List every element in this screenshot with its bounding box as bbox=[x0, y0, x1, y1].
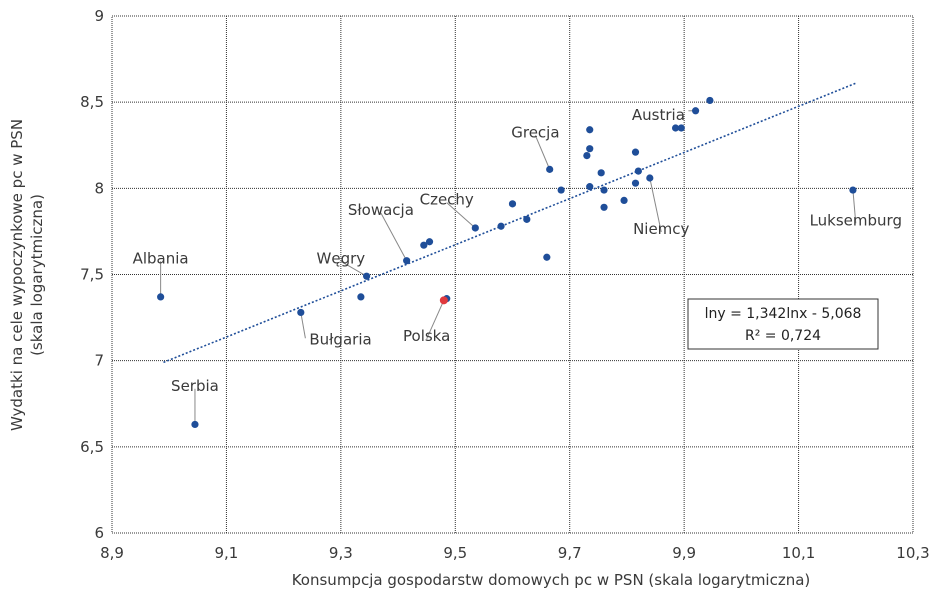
x-tick-label: 9,5 bbox=[443, 544, 467, 562]
tick-labels: 8,9 9,1 9,3 9,5 9,7 9,9 10,1 10,3 6 6,5 7 7,5 8 8,5 9 bbox=[80, 7, 930, 562]
data-point bbox=[677, 124, 685, 132]
point-label: Węgry bbox=[317, 249, 366, 267]
data-point bbox=[425, 238, 434, 246]
x-tick-label: 10,3 bbox=[896, 544, 929, 562]
point-label: Albania bbox=[133, 249, 189, 267]
point-label: Słowacja bbox=[348, 201, 414, 219]
x-tick-label: 8,9 bbox=[100, 544, 124, 562]
point-label: Austria bbox=[632, 106, 685, 124]
data-point bbox=[706, 96, 714, 105]
data-point bbox=[546, 165, 554, 173]
equation-box-frame bbox=[687, 298, 879, 350]
x-tick-label: 9,7 bbox=[558, 544, 582, 562]
data-point bbox=[691, 107, 700, 115]
trend-line bbox=[163, 82, 857, 364]
data-point bbox=[523, 215, 531, 223]
x-tick-label: 9,3 bbox=[329, 544, 353, 562]
trend-r2: R² = 0,724 bbox=[745, 328, 821, 344]
point-label: Serbia bbox=[171, 377, 219, 395]
data-point bbox=[357, 293, 365, 301]
data-point bbox=[586, 126, 594, 134]
data-point bbox=[597, 169, 605, 177]
leader-line bbox=[380, 212, 408, 261]
data-point bbox=[508, 200, 517, 208]
highlight-point bbox=[439, 296, 448, 305]
equation-box: lny = 1,342lnx - 5,068 R² = 0,724 bbox=[687, 298, 879, 350]
point-label: Bułgaria bbox=[309, 330, 371, 348]
point-label: Niemcy bbox=[633, 220, 689, 238]
data-point bbox=[600, 203, 608, 211]
y-tick-label: 8,5 bbox=[80, 93, 104, 111]
data-points bbox=[157, 96, 857, 429]
data-point bbox=[297, 308, 305, 317]
data-point bbox=[497, 222, 505, 230]
data-point bbox=[403, 257, 411, 265]
data-point bbox=[620, 196, 628, 204]
data-point bbox=[586, 145, 594, 153]
data-point bbox=[646, 174, 654, 182]
trendline bbox=[163, 82, 857, 364]
data-point bbox=[471, 224, 479, 232]
point-label: Polska bbox=[403, 327, 450, 345]
x-tick-label: 9,9 bbox=[672, 544, 696, 562]
y-tick-label: 6,5 bbox=[80, 438, 104, 456]
y-axis-title-line2: (skala logarytmiczna) bbox=[28, 194, 46, 356]
leader-line bbox=[340, 260, 367, 277]
y-tick-label: 9 bbox=[94, 7, 104, 25]
data-point bbox=[191, 420, 199, 429]
plot-frame bbox=[111, 15, 914, 534]
y-axis-title-line1: Wydatki na cele wypoczynkowe pc w PSN bbox=[8, 119, 26, 431]
leader-line bbox=[300, 312, 306, 339]
trend-equation: lny = 1,342lnx - 5,068 bbox=[705, 306, 862, 322]
y-tick-label: 6 bbox=[94, 524, 104, 542]
data-point bbox=[586, 183, 594, 191]
y-tick-label: 8 bbox=[94, 179, 104, 197]
data-point bbox=[557, 186, 565, 194]
annotations: Albania Serbia Bułgaria Węgry Słowacja Czechy… bbox=[133, 106, 902, 425]
data-point bbox=[671, 124, 680, 132]
data-point bbox=[363, 272, 371, 280]
x-axis-title: Konsumpcja gospodarstw domowych pc w PSN… bbox=[292, 571, 811, 589]
data-point bbox=[631, 179, 640, 187]
leader-line bbox=[426, 300, 445, 340]
leader-line bbox=[446, 202, 476, 229]
y-tick-label: 7 bbox=[94, 352, 104, 370]
data-point bbox=[634, 167, 642, 175]
y-tick-label: 7,5 bbox=[80, 266, 104, 284]
x-tick-label: 9,1 bbox=[214, 544, 238, 562]
gridlines bbox=[111, 15, 914, 534]
leader-line bbox=[534, 135, 551, 170]
x-tick-label: 10,1 bbox=[782, 544, 815, 562]
point-label: Luksemburg bbox=[810, 211, 902, 229]
point-label: Czechy bbox=[420, 191, 474, 209]
leader-line bbox=[852, 190, 857, 224]
data-point bbox=[583, 151, 591, 160]
data-point bbox=[543, 253, 551, 261]
data-point bbox=[631, 148, 640, 156]
data-point bbox=[600, 186, 608, 194]
point-label: Grecja bbox=[511, 123, 559, 141]
leader-line bbox=[649, 177, 662, 233]
data-point bbox=[157, 293, 165, 301]
data-point bbox=[420, 241, 428, 249]
data-point bbox=[849, 186, 857, 194]
